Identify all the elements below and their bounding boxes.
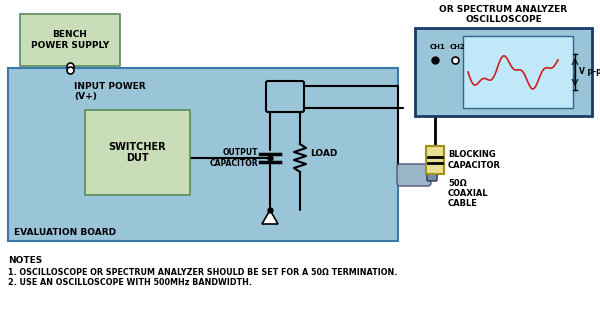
Text: CH2: CH2: [450, 44, 466, 50]
FancyBboxPatch shape: [266, 81, 304, 112]
Text: 1. OSCILLOSCOPE OR SPECTRUM ANALYZER SHOULD BE SET FOR A 50Ω TERMINATION.: 1. OSCILLOSCOPE OR SPECTRUM ANALYZER SHO…: [8, 268, 397, 277]
Text: OR SPECTRUM ANALYZER: OR SPECTRUM ANALYZER: [439, 5, 568, 14]
Text: EVALUATION BOARD: EVALUATION BOARD: [14, 228, 116, 237]
Text: BLOCKING
CAPACITOR: BLOCKING CAPACITOR: [448, 150, 501, 170]
Polygon shape: [262, 210, 278, 224]
Text: OUTPUT
CAPACITOR: OUTPUT CAPACITOR: [209, 148, 258, 168]
Bar: [8, 68, 398, 241]
Bar: [426, 146, 444, 174]
Bar: [85, 110, 190, 195]
FancyBboxPatch shape: [397, 164, 431, 186]
Text: NOTES: NOTES: [8, 256, 42, 265]
Text: LOAD: LOAD: [310, 148, 337, 157]
Bar: [415, 28, 592, 116]
Text: V p-p: V p-p: [579, 67, 600, 77]
Text: COAXIAL: COAXIAL: [448, 189, 488, 198]
Text: OSCILLOSCOPE: OSCILLOSCOPE: [465, 15, 542, 24]
Text: SWITCHER
DUT: SWITCHER DUT: [109, 142, 166, 163]
FancyBboxPatch shape: [427, 169, 437, 181]
Text: CABLE: CABLE: [448, 199, 478, 208]
Text: CH1: CH1: [430, 44, 446, 50]
Text: 2. USE AN OSCILLOSCOPE WITH 500MHz BANDWIDTH.: 2. USE AN OSCILLOSCOPE WITH 500MHz BANDW…: [8, 278, 252, 287]
Bar: [20, 14, 120, 66]
Text: 50Ω: 50Ω: [448, 179, 467, 188]
Bar: [463, 36, 573, 108]
Text: BENCH
POWER SUPPLY: BENCH POWER SUPPLY: [31, 30, 109, 50]
Text: INPUT POWER: INPUT POWER: [74, 82, 146, 91]
Text: (V+): (V+): [74, 92, 97, 101]
